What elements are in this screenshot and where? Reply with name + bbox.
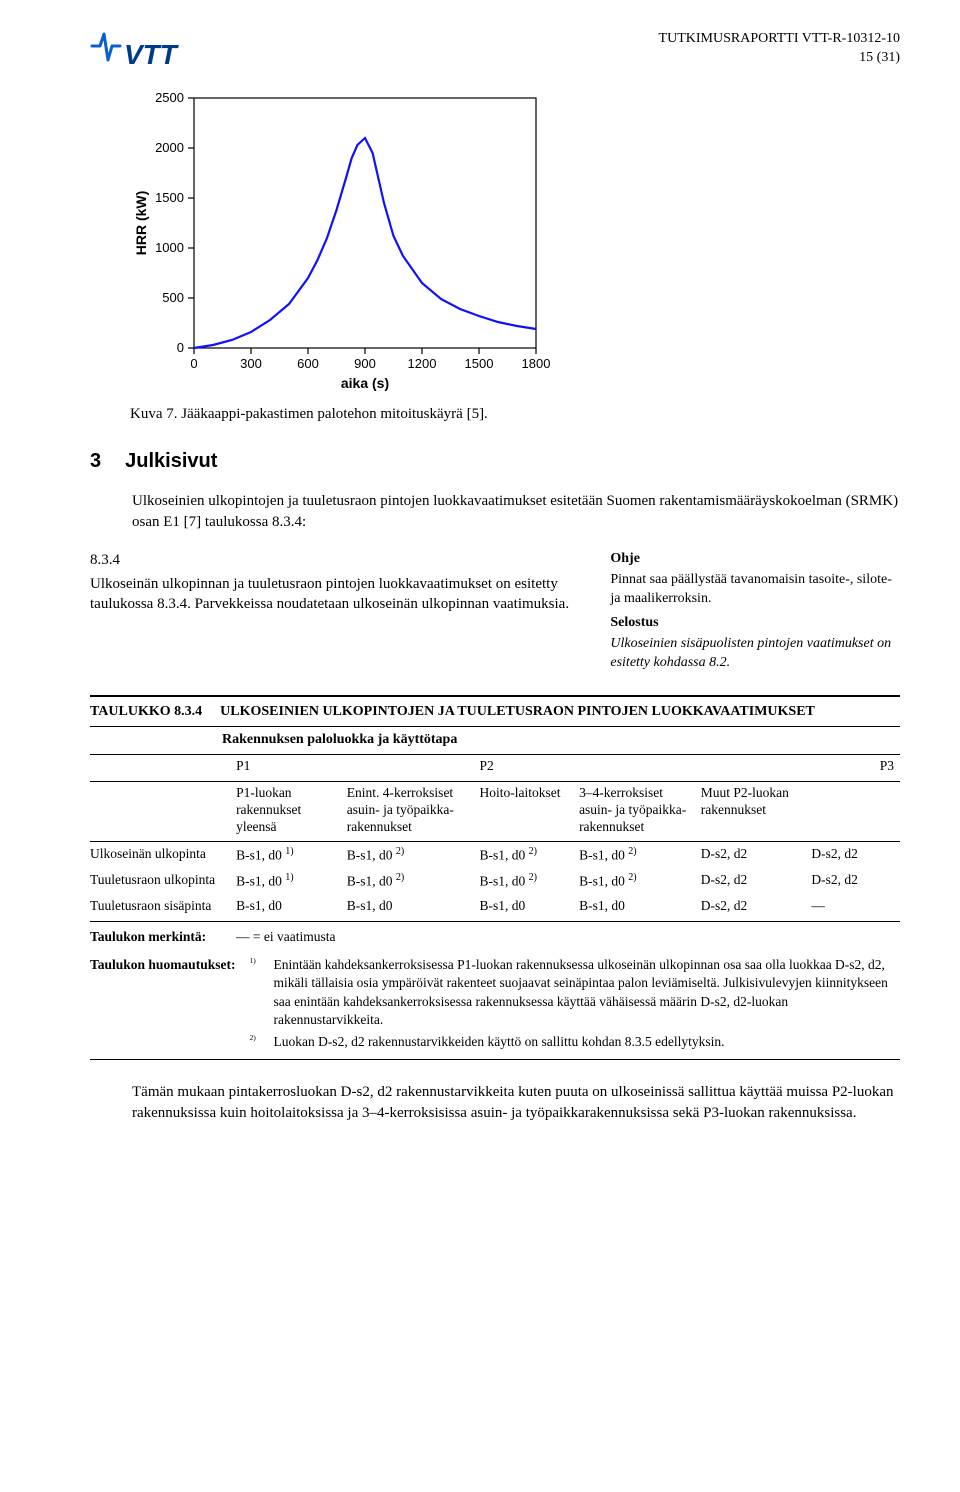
table-cell: D-s2, d2 bbox=[701, 868, 812, 894]
svg-text:300: 300 bbox=[240, 356, 262, 371]
header-right: TUTKIMUSRAPORTTI VTT-R-10312-10 15 (31) bbox=[659, 30, 900, 68]
col-subhead: 3–4-kerroksiset asuin- ja työpaikka-rake… bbox=[579, 781, 701, 842]
table-cell: B-s1, d0 1) bbox=[236, 842, 347, 868]
requirements-table: TAULUKKO 8.3.4 ULKOSEINIEN ULKOPINTOJEN … bbox=[90, 695, 900, 1060]
excerpt-right: Ohje Pinnat saa päällystää tavanomaisin … bbox=[610, 550, 900, 673]
table-cell: B-s1, d0 2) bbox=[347, 842, 480, 868]
table-cell: B-s1, d0 1) bbox=[236, 868, 347, 894]
table-cell: B-s1, d0 bbox=[579, 894, 701, 922]
col-subhead: Muut P2-luokan rakennukset bbox=[701, 781, 812, 842]
table-cell: — bbox=[811, 894, 900, 922]
table-cell: B-s1, d0 bbox=[236, 894, 347, 922]
section-number: 3 bbox=[90, 448, 101, 475]
huomautukset-body: 1)Enintään kahdeksankerroksisessa P1-luo… bbox=[249, 956, 900, 1055]
table-cell: D-s2, d2 bbox=[701, 842, 812, 868]
table-cell: B-s1, d0 bbox=[347, 894, 480, 922]
svg-text:500: 500 bbox=[162, 290, 184, 305]
report-id: TUTKIMUSRAPORTTI VTT-R-10312-10 bbox=[659, 30, 900, 49]
svg-text:900: 900 bbox=[354, 356, 376, 371]
merkinta-text: — = ei vaatimusta bbox=[236, 928, 900, 946]
svg-text:600: 600 bbox=[297, 356, 319, 371]
col-subhead: P1-luokan rakennukset yleensä bbox=[236, 781, 347, 842]
logo-text: VTT bbox=[124, 39, 180, 70]
row-label: Ulkoseinän ulkopinta bbox=[90, 842, 236, 868]
code-excerpt: 8.3.4 Ulkoseinän ulkopinnan ja tuuletusr… bbox=[90, 550, 900, 1061]
col-head bbox=[701, 755, 812, 781]
svg-text:HRR (kW): HRR (kW) bbox=[133, 191, 149, 256]
svg-text:0: 0 bbox=[177, 340, 184, 355]
svg-text:1500: 1500 bbox=[465, 356, 494, 371]
section-intro: Ulkoseinien ulkopintojen ja tuuletusraon… bbox=[132, 491, 900, 532]
table-cell: D-s2, d2 bbox=[811, 868, 900, 894]
col-head bbox=[347, 755, 480, 781]
svg-text:1200: 1200 bbox=[408, 356, 437, 371]
excerpt-left: 8.3.4 Ulkoseinän ulkopinnan ja tuuletusr… bbox=[90, 550, 582, 615]
table-row: Ulkoseinän ulkopintaB-s1, d0 1)B-s1, d0 … bbox=[90, 842, 900, 868]
selostus-label: Selostus bbox=[610, 614, 900, 633]
page-header: VTT TUTKIMUSRAPORTTI VTT-R-10312-10 15 (… bbox=[90, 30, 900, 76]
selostus-text: Ulkoseinien sisäpuolisten pintojen vaati… bbox=[610, 635, 900, 673]
hrr-chart: 0 300 600 900 1200 1500 1800 0 500 1000 1500 2000 25… bbox=[130, 86, 900, 396]
table-subhead: Rakennuksen paloluokka ja käyttötapa bbox=[90, 727, 900, 755]
svg-text:0: 0 bbox=[190, 356, 197, 371]
table-row: Tuuletusraon ulkopintaB-s1, d0 1)B-s1, d… bbox=[90, 868, 900, 894]
col-head bbox=[579, 755, 701, 781]
svg-text:1500: 1500 bbox=[155, 190, 184, 205]
excerpt-number: 8.3.4 bbox=[90, 550, 582, 570]
table-row: Tuuletusraon sisäpintaB-s1, d0B-s1, d0B-… bbox=[90, 894, 900, 922]
col-head: P1 bbox=[236, 755, 347, 781]
table-cell: B-s1, d0 2) bbox=[479, 868, 579, 894]
table-code: TAULUKKO 8.3.4 bbox=[90, 703, 202, 722]
col-subhead: Enint. 4-kerroksiset asuin- ja työpaikka… bbox=[347, 781, 480, 842]
table-title: ULKOSEINIEN ULKOPINTOJEN JA TUULETUSRAON… bbox=[220, 703, 815, 722]
page-number: 15 (31) bbox=[659, 49, 900, 68]
svg-text:2500: 2500 bbox=[155, 90, 184, 105]
table-note: 2)Luokan D-s2, d2 rakennustarvikkeiden k… bbox=[249, 1033, 900, 1051]
vtt-logo: VTT bbox=[90, 30, 220, 76]
svg-text:1000: 1000 bbox=[155, 240, 184, 255]
table-cell: B-s1, d0 2) bbox=[579, 868, 701, 894]
col-head: P2 bbox=[479, 755, 579, 781]
table-cell: B-s1, d0 bbox=[479, 894, 579, 922]
ohje-label: Ohje bbox=[610, 550, 900, 569]
table-cell: B-s1, d0 2) bbox=[479, 842, 579, 868]
table-note: 1)Enintään kahdeksankerroksisessa P1-luo… bbox=[249, 956, 900, 1029]
row-label: Tuuletusraon ulkopinta bbox=[90, 868, 236, 894]
col-subhead bbox=[811, 781, 900, 842]
section-heading: 3 Julkisivut bbox=[90, 448, 900, 475]
excerpt-left-text: Ulkoseinän ulkopinnan ja tuuletusraon pi… bbox=[90, 576, 569, 612]
svg-text:2000: 2000 bbox=[155, 140, 184, 155]
svg-text:1800: 1800 bbox=[522, 356, 550, 371]
table-cell: D-s2, d2 bbox=[811, 842, 900, 868]
row-label: Tuuletusraon sisäpinta bbox=[90, 894, 236, 922]
final-paragraph: Tämän mukaan pintakerrosluokan D-s2, d2 … bbox=[132, 1082, 900, 1123]
table-cell: B-s1, d0 2) bbox=[347, 868, 480, 894]
col-head: P3 bbox=[811, 755, 900, 781]
table-cell: B-s1, d0 2) bbox=[579, 842, 701, 868]
figure-caption: Kuva 7. Jääkaappi-pakastimen palotehon m… bbox=[130, 404, 900, 424]
svg-text:aika (s): aika (s) bbox=[341, 375, 389, 391]
huomautukset-label: Taulukon huomautukset: bbox=[90, 956, 235, 1055]
merkinta-label: Taulukon merkintä: bbox=[90, 928, 222, 946]
class-table: P1 P2 P3 P1-luokan rakennukset yleensä E… bbox=[90, 755, 900, 922]
section-title: Julkisivut bbox=[125, 448, 217, 475]
col-subhead: Hoito-laitokset bbox=[479, 781, 579, 842]
table-cell: D-s2, d2 bbox=[701, 894, 812, 922]
ohje-text: Pinnat saa päällystää tavanomaisin tasoi… bbox=[610, 571, 900, 609]
